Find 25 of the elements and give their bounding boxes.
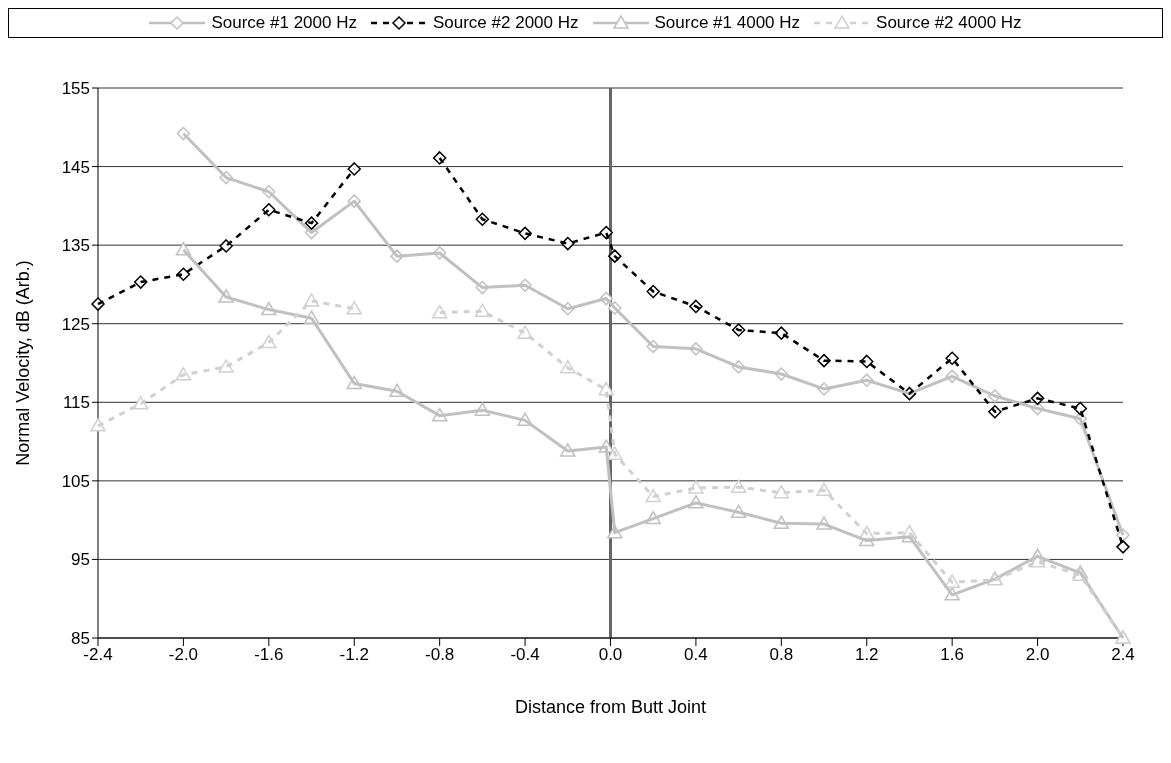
x-tick-label: 2.0	[1025, 645, 1050, 665]
x-tick-label: 1.6	[940, 645, 964, 665]
x-tick-label: 0.8	[769, 645, 794, 665]
y-tick-label: 125	[61, 314, 90, 334]
legend-label: Source #1 2000 Hz	[211, 13, 357, 33]
x-tick-label: 2.4	[1111, 645, 1135, 665]
y-tick-label: 145	[61, 157, 90, 177]
legend-label: Source #1 4000 Hz	[654, 13, 801, 33]
legend-label: Source #2 4000 Hz	[876, 13, 1022, 33]
y-tick-label: 115	[62, 393, 90, 413]
x-tick-label: -0.4	[510, 645, 540, 665]
x-tick-label: -1.6	[254, 645, 284, 665]
x-tick-label: -0.8	[425, 645, 455, 665]
x-tick-label: -2.0	[168, 645, 199, 665]
y-tick-label: 105	[61, 471, 90, 491]
y-axis-title: Normal Velocity, dB (Arb.)	[13, 260, 34, 466]
x-tick-label: 0.0	[598, 645, 623, 665]
x-tick-label: 0.4	[684, 645, 708, 665]
y-tick-label: 95	[71, 550, 90, 570]
x-tick-label: 1.2	[854, 645, 879, 665]
legend-label: Source #2 2000 Hz	[432, 13, 579, 33]
x-tick-label: -1.2	[339, 645, 369, 665]
y-tick-label: 155	[61, 79, 90, 99]
y-tick-label: 135	[61, 236, 90, 256]
x-axis-title: Distance from Butt Joint	[514, 697, 707, 717]
